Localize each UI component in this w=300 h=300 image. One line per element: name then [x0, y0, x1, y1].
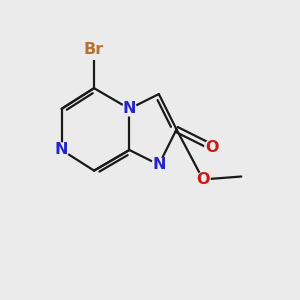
Circle shape: [55, 143, 69, 157]
Circle shape: [205, 140, 219, 154]
Circle shape: [196, 172, 210, 187]
Circle shape: [85, 40, 104, 59]
Circle shape: [152, 158, 166, 172]
Circle shape: [122, 102, 136, 116]
Text: N: N: [123, 101, 136, 116]
Text: O: O: [196, 172, 210, 187]
Text: N: N: [55, 142, 68, 158]
Text: N: N: [152, 157, 166, 172]
Text: Br: Br: [84, 42, 104, 57]
Text: O: O: [205, 140, 219, 154]
